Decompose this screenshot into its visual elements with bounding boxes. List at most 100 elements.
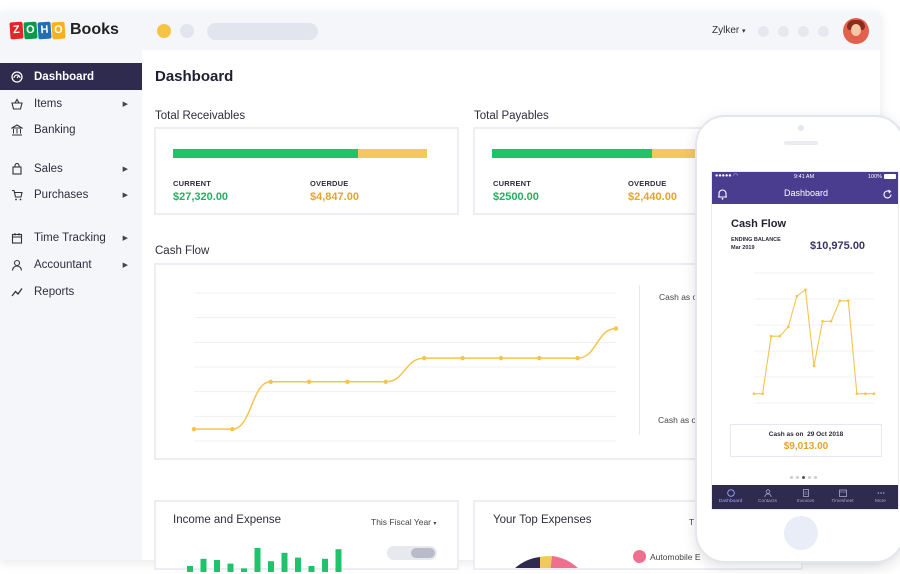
overdue-amount: $2,440.00 [628,191,677,203]
status-dot[interactable] [157,24,171,38]
data-point [864,392,867,396]
data-point [537,355,542,361]
phone-screen: ●●●●● ◠ 9:41 AM 100% Dashboard Cash Flow… [711,171,899,510]
org-switcher[interactable]: Zylker ▾ [712,25,746,36]
header-icon-2[interactable] [778,26,789,37]
cashflow-chart [191,292,619,442]
data-point [872,392,876,396]
user-icon [10,258,24,272]
bank-icon [10,123,24,137]
invoice-icon [802,489,809,497]
data-point [769,334,773,338]
cash-as-on-row: Cash as on 29 Oct 2018 [712,431,898,438]
cashflow-card[interactable]: Cash as o Cash as o [154,263,744,460]
income-bar [295,557,301,572]
sidebar-item-accountant[interactable]: Accountant ▶ [0,251,142,278]
sidebar-item-label: Reports [34,285,75,298]
data-point [460,355,465,361]
income-expense-card[interactable]: Income and Expense This Fiscal Year ▾ [154,500,459,572]
trend-icon [10,285,24,299]
basket-icon [10,97,24,111]
data-point [613,326,619,331]
income-bar [268,561,274,572]
income-bar [335,549,342,572]
data-point [855,392,859,396]
ending-balance-value: $10,975.00 [810,240,866,252]
phone-card-title: Cash Flow [731,218,787,230]
chart-toggle[interactable] [387,546,437,560]
data-point [846,299,850,303]
cash-as-on-date: 29 Oct 2018 [807,431,844,438]
top-expenses-period[interactable]: T [689,517,695,527]
data-point [421,355,427,361]
tab-contacts[interactable]: Contacts [749,485,786,509]
income-bar [281,552,288,572]
header-icon-4[interactable] [818,26,829,37]
fiscal-year-value: This Fiscal Year [371,517,431,527]
signal-icon: ●●●●● ◠ [715,173,738,179]
data-point [821,319,824,323]
data-point [752,392,756,396]
sidebar-item-label: Time Tracking [34,231,106,244]
sidebar-item-label: Purchases [34,188,89,201]
sidebar-item-purchases[interactable]: Purchases ▶ [0,181,142,208]
tab-more[interactable]: More [862,485,898,509]
calendar-icon [10,231,24,245]
bell-icon[interactable] [717,187,728,205]
data-point [191,426,197,432]
page-indicator[interactable] [790,476,817,479]
sidebar-item-banking[interactable]: Banking [0,116,142,143]
sidebar-item-dashboard[interactable]: Dashboard [0,63,142,90]
receivables-overdue-bar [358,149,427,158]
top-expenses-donut [515,555,578,568]
cart-icon [10,188,24,202]
page-dot [796,476,799,479]
phone-cashflow-chart [752,272,876,404]
receivables-card[interactable]: CURRENT $27,320.00 OVERDUE $4,847.00 [154,127,459,215]
tab-label: Dashboard [718,499,743,504]
overdue-label: OVERDUE [628,179,667,188]
series-line [754,288,874,395]
shopping-bag-icon [10,162,24,176]
sidebar-item-time-tracking[interactable]: Time Tracking ▶ [0,224,142,251]
product-name: Books [70,21,119,38]
contacts-icon [763,489,772,497]
status-time: 9:41 AM [794,174,815,180]
caret-right-icon: ▶ [122,234,128,242]
refresh-icon[interactable] [882,187,893,205]
cash-as-of-label-bottom: Cash as o [658,415,697,425]
sidebar-item-items[interactable]: Items ▶ [0,90,142,117]
more-icon [877,492,884,494]
sidebar-item-sales[interactable]: Sales ▶ [0,155,142,182]
logo-letter-z: Z [9,21,24,39]
phone-home-button[interactable] [784,516,818,550]
page-title: Dashboard [155,68,234,85]
data-point [804,288,807,292]
tab-timesheet[interactable]: Timesheet [824,485,861,509]
tab-dashboard[interactable]: Dashboard [712,485,749,509]
zoho-books-logo[interactable]: Z O H O Books [9,21,119,39]
tab-label: Timesheet [831,499,854,504]
tab-invoices[interactable]: Invoices [787,485,824,509]
sidebar-item-label: Banking [34,123,76,136]
avatar[interactable] [843,18,869,44]
header-icon-1[interactable] [758,26,769,37]
sidebar-item-reports[interactable]: Reports [0,278,142,305]
cash-as-of-label-top: Cash as o [659,292,698,302]
page-dot [802,476,805,479]
header-icon-3[interactable] [798,26,809,37]
phone-nav-bar: Dashboard [712,182,898,205]
cashflow-divider [639,285,640,435]
search-placeholder-bar[interactable] [207,23,318,40]
phone-tab-bar: Dashboard Contacts Invoices Timesheet Mo… [712,485,898,509]
sidebar: Dashboard Items ▶ Banking Sales ▶ [0,50,142,560]
placeholder-dot[interactable] [180,24,194,38]
income-bar [227,563,234,572]
logo-letter-o: O [23,21,38,39]
phone-status-bar: ●●●●● ◠ 9:41 AM 100% [712,172,898,182]
income-expense-chart [187,548,342,572]
toggle-knob [411,548,435,558]
page-dot [814,476,817,479]
fiscal-year-dropdown[interactable]: This Fiscal Year ▾ [371,517,437,527]
top-bar: Z O H O Books Zylker ▾ [0,12,880,50]
